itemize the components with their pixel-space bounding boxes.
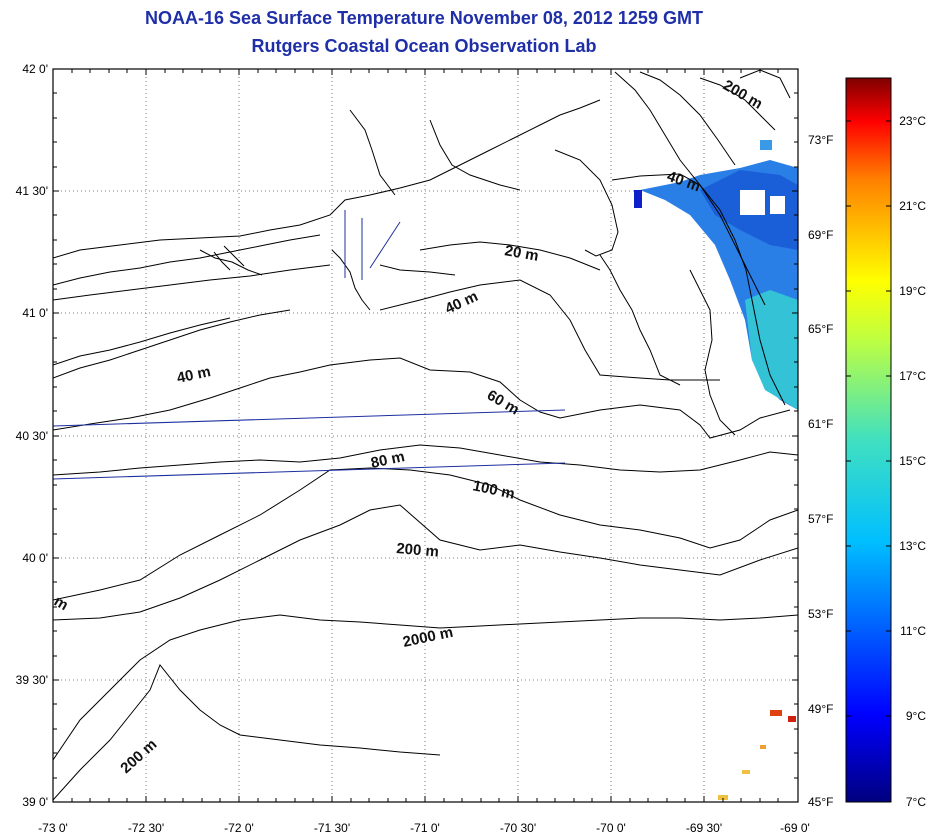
celsius-label: 23°C xyxy=(899,114,926,128)
lat-label: 40 0' xyxy=(22,551,48,565)
contour-100m xyxy=(53,467,798,601)
lat-labels: 42 0' 41 30' 41 0' 40 30' 40 0' 39 30' 3… xyxy=(16,62,48,809)
contour-40m-inner xyxy=(53,317,231,366)
sst-cloud-gap-2 xyxy=(770,196,785,214)
contour-40m-west xyxy=(53,309,291,379)
celsius-label: 15°C xyxy=(899,454,926,468)
fahrenheit-scale: 73°F 69°F 65°F 61°F 57°F 53°F 49°F 45°F xyxy=(808,133,833,809)
celsius-scale: 23°C 21°C 19°C 17°C 15°C 13°C 11°C 9°C 7… xyxy=(899,114,926,809)
sst-cloud-gap-1 xyxy=(740,190,765,215)
frame-ticks xyxy=(52,68,798,802)
label-200m-mid: 200 m xyxy=(396,540,440,561)
contour-200m-sw xyxy=(53,664,441,801)
contour-2000m xyxy=(53,614,798,761)
label-20m: 20 m xyxy=(503,242,540,265)
fahrenheit-label: 53°F xyxy=(808,607,833,621)
celsius-label: 13°C xyxy=(899,539,926,553)
lon-label: -71 0' xyxy=(410,821,440,835)
bathymetry xyxy=(53,71,798,801)
sst-pixel-2 xyxy=(760,140,772,150)
sst-pixels xyxy=(634,140,798,800)
lon-label: -72 30' xyxy=(128,821,164,835)
label-200m-sw: 200 m xyxy=(117,736,160,777)
coastline xyxy=(53,69,791,436)
map-title: NOAA-16 Sea Surface Temperature November… xyxy=(145,8,703,28)
sst-patch-cool xyxy=(745,290,798,410)
celsius-label: 21°C xyxy=(899,199,926,213)
lon-label: -70 30' xyxy=(500,821,536,835)
sst-pixel-1 xyxy=(634,190,642,208)
label-40m-west: 40 m xyxy=(175,363,212,387)
lat-label: 39 0' xyxy=(22,795,48,809)
lat-label: 42 0' xyxy=(22,62,48,76)
contour-labels: 200 m 40 m 20 m 40 m 40 m 60 m 80 m 100 … xyxy=(51,77,765,777)
celsius-label: 19°C xyxy=(899,284,926,298)
label-100m: 100 m xyxy=(471,477,516,502)
fahrenheit-label: 69°F xyxy=(808,228,833,242)
lat-label: 41 0' xyxy=(22,306,48,320)
fahrenheit-label: 61°F xyxy=(808,417,833,431)
fahrenheit-label: 73°F xyxy=(808,133,833,147)
lon-label: -70 0' xyxy=(596,821,626,835)
label-200m-ne: 200 m xyxy=(720,77,765,113)
contour-200m-ne xyxy=(614,71,766,306)
label-60m: 60 m xyxy=(484,387,522,419)
contour-80m xyxy=(53,444,798,476)
celsius-label: 9°C xyxy=(906,709,926,723)
lat-label: 39 30' xyxy=(16,673,48,687)
map-subtitle: Rutgers Coastal Ocean Observation Lab xyxy=(251,36,597,56)
contour-200m xyxy=(53,504,798,621)
lon-label: -73 0' xyxy=(38,821,68,835)
label-80m: 80 m xyxy=(369,448,406,472)
temperature-colorbar xyxy=(845,77,892,803)
contour-40m-north xyxy=(379,279,720,381)
fahrenheit-label: 45°F xyxy=(808,795,833,809)
sst-pixel-7 xyxy=(718,795,728,800)
lat-label: 40 30' xyxy=(16,429,48,443)
ship-tracks xyxy=(53,210,566,480)
celsius-label: 17°C xyxy=(899,369,926,383)
track-5 xyxy=(369,221,401,269)
sst-pixel-5 xyxy=(760,745,766,749)
fahrenheit-label: 65°F xyxy=(808,322,833,336)
sst-pixel-4 xyxy=(788,716,796,722)
contour-20m xyxy=(419,241,601,271)
colorbar-ticks xyxy=(846,120,891,717)
celsius-label: 11°C xyxy=(900,624,926,638)
lon-label: -69 30' xyxy=(686,821,722,835)
fahrenheit-label: 57°F xyxy=(808,512,833,526)
lon-label: -72 0' xyxy=(224,821,254,835)
lon-label: -71 30' xyxy=(314,821,350,835)
track-2 xyxy=(53,462,566,480)
sst-pixel-6 xyxy=(742,770,750,774)
fahrenheit-label: 49°F xyxy=(808,702,833,716)
label-m-edge: m xyxy=(51,593,71,614)
label-2000m: 2000 m xyxy=(401,624,454,651)
lon-label: -69 0' xyxy=(780,821,810,835)
sst-pixel-3 xyxy=(770,710,782,716)
celsius-label: 7°C xyxy=(906,795,926,809)
contour-60m xyxy=(53,357,791,439)
lat-label: 41 30' xyxy=(16,184,48,198)
lon-labels: -73 0' -72 30' -72 0' -71 30' -71 0' -70… xyxy=(38,821,810,835)
track-1 xyxy=(53,409,566,427)
